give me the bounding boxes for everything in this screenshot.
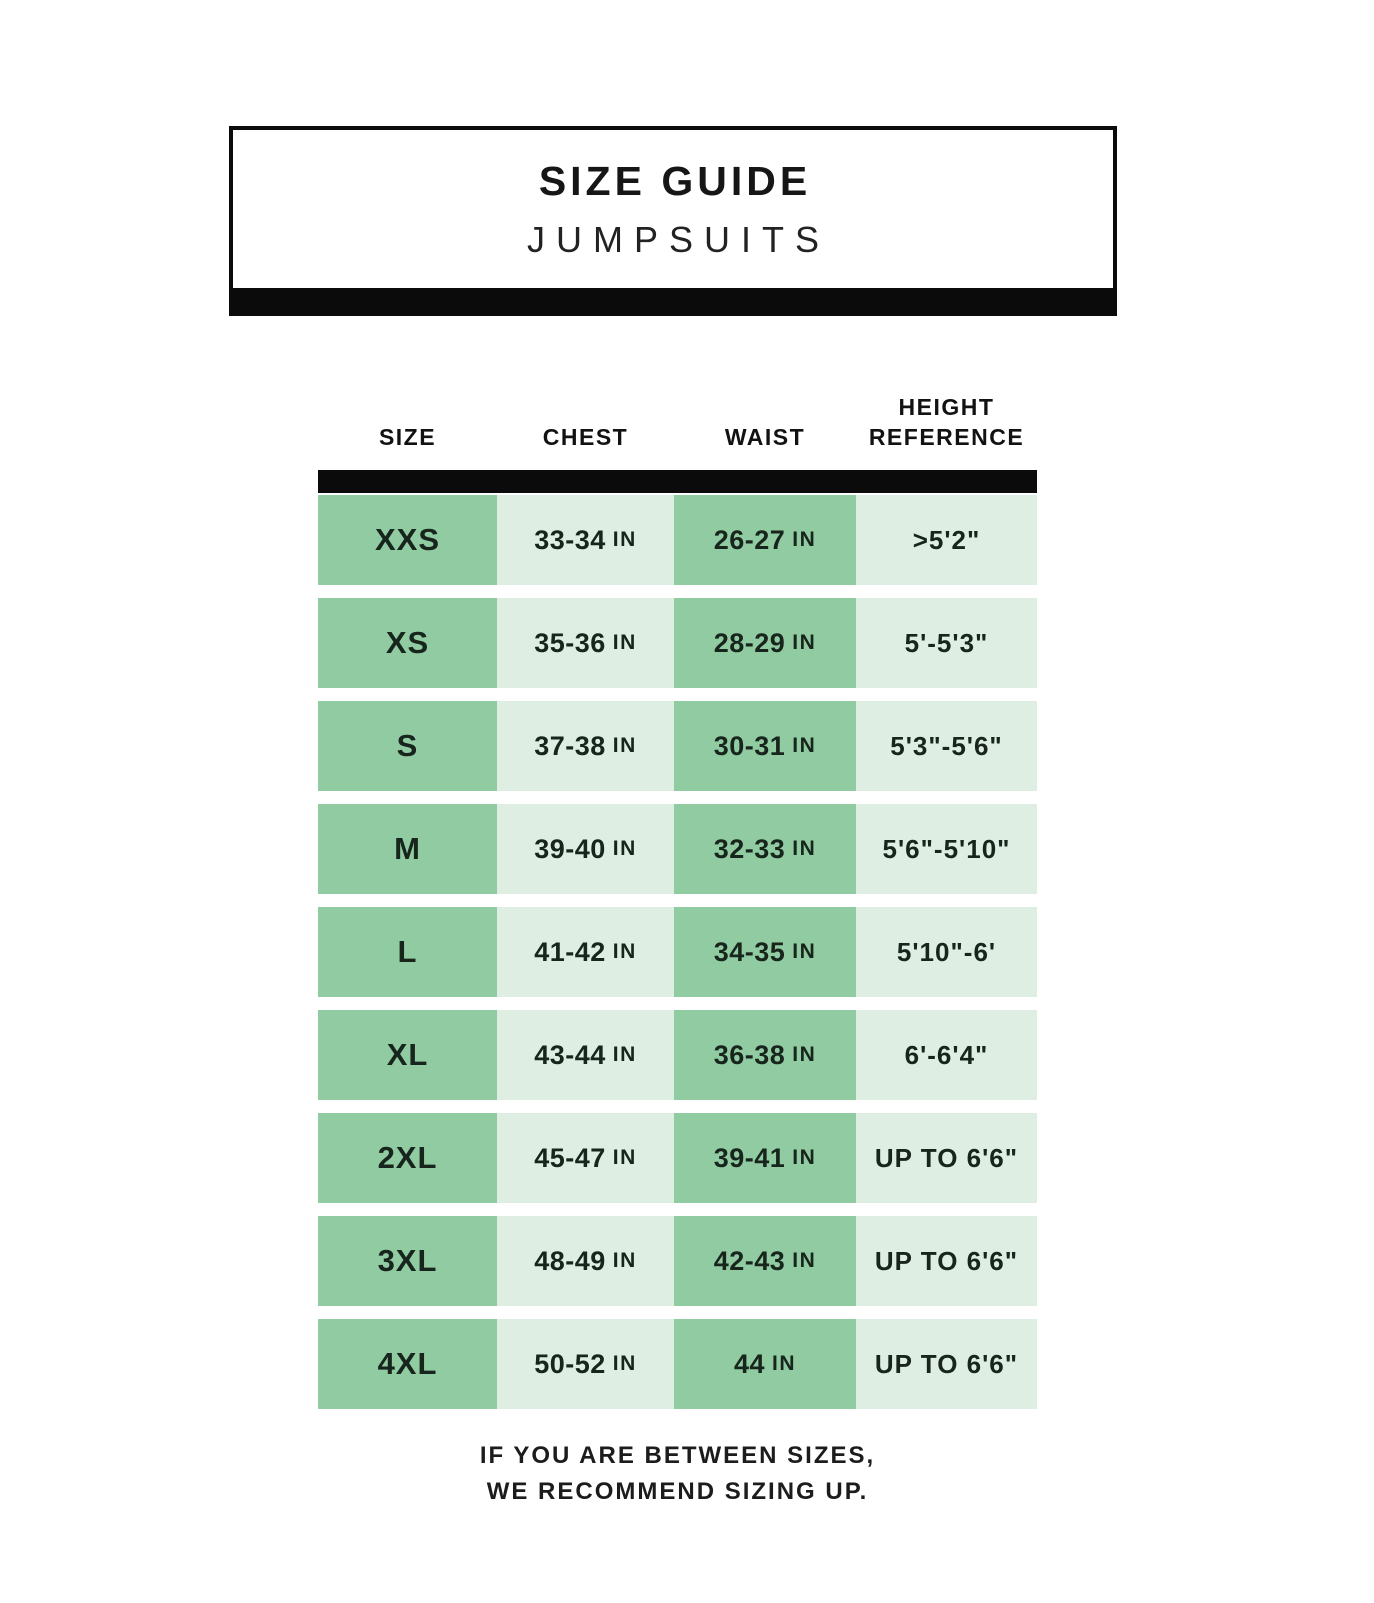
cell-waist: 32-33 IN [674, 804, 856, 894]
cell-chest: 33-34 IN [497, 495, 674, 585]
page-subtitle: JUMPSUITS [526, 218, 830, 260]
table-row: M 39-40 IN 32-33 IN 5'6"-5'10" [318, 804, 1037, 894]
header-divider-bar [318, 470, 1037, 493]
cell-chest: 37-38 IN [497, 701, 674, 791]
cell-waist: 42-43 IN [674, 1216, 856, 1306]
title-underline-bar [229, 292, 1117, 316]
cell-height-reference: UP TO 6'6" [856, 1113, 1037, 1203]
cell-size: 3XL [318, 1216, 497, 1306]
table-body: XXS 33-34 IN 26-27 IN >5'2" XS 35-36 IN 28-… [318, 495, 1037, 1409]
cell-size: XXS [318, 495, 497, 585]
cell-chest: 48-49 IN [497, 1216, 674, 1306]
cell-height-reference: 5'3"-5'6" [856, 701, 1037, 791]
table-header-row: SIZE CHEST WAIST HEIGHT REFERENCE [318, 390, 1037, 452]
column-header-height-reference: HEIGHT REFERENCE [868, 394, 1025, 450]
title-box: SIZE GUIDE JUMPSUITS [229, 126, 1117, 292]
cell-waist: 34-35 IN [674, 907, 856, 997]
cell-chest: 35-36 IN [497, 598, 674, 688]
cell-waist: 36-38 IN [674, 1010, 856, 1100]
footer-note-line-2: WE RECOMMEND SIZING UP. [486, 1478, 869, 1505]
column-header-waist: WAIST [724, 424, 806, 450]
cell-height-reference: UP TO 6'6" [856, 1319, 1037, 1409]
table-row: XL 43-44 IN 36-38 IN 6'-6'4" [318, 1010, 1037, 1100]
cell-waist: 44 IN [674, 1319, 856, 1409]
cell-size: XS [318, 598, 497, 688]
cell-size: M [318, 804, 497, 894]
cell-size: XL [318, 1010, 497, 1100]
cell-height-reference: 6'-6'4" [856, 1010, 1037, 1100]
cell-waist: 30-31 IN [674, 701, 856, 791]
page-title: SIZE GUIDE [538, 157, 812, 204]
cell-size: 4XL [318, 1319, 497, 1409]
cell-height-reference: UP TO 6'6" [856, 1216, 1037, 1306]
size-table: SIZE CHEST WAIST HEIGHT REFERENCE XXS 33… [318, 390, 1037, 1422]
table-row: S 37-38 IN 30-31 IN 5'3"-5'6" [318, 701, 1037, 791]
cell-chest: 39-40 IN [497, 804, 674, 894]
cell-waist: 26-27 IN [674, 495, 856, 585]
cell-chest: 45-47 IN [497, 1113, 674, 1203]
cell-chest: 50-52 IN [497, 1319, 674, 1409]
column-header-size: SIZE [378, 424, 437, 450]
table-row: 2XL 45-47 IN 39-41 IN UP TO 6'6" [318, 1113, 1037, 1203]
cell-size: L [318, 907, 497, 997]
cell-size: S [318, 701, 497, 791]
footer-note: IF YOU ARE BETWEEN SIZES, WE RECOMMEND S… [318, 1438, 1037, 1510]
cell-waist: 39-41 IN [674, 1113, 856, 1203]
cell-size: 2XL [318, 1113, 497, 1203]
table-row: XS 35-36 IN 28-29 IN 5'-5'3" [318, 598, 1037, 688]
cell-height-reference: >5'2" [856, 495, 1037, 585]
footer-note-line-1: IF YOU ARE BETWEEN SIZES, [479, 1442, 876, 1469]
table-row: 4XL 50-52 IN 44 IN UP TO 6'6" [318, 1319, 1037, 1409]
table-row: L 41-42 IN 34-35 IN 5'10"-6' [318, 907, 1037, 997]
table-row: XXS 33-34 IN 26-27 IN >5'2" [318, 495, 1037, 585]
cell-chest: 41-42 IN [497, 907, 674, 997]
table-row: 3XL 48-49 IN 42-43 IN UP TO 6'6" [318, 1216, 1037, 1306]
cell-chest: 43-44 IN [497, 1010, 674, 1100]
cell-height-reference: 5'10"-6' [856, 907, 1037, 997]
cell-height-reference: 5'-5'3" [856, 598, 1037, 688]
cell-waist: 28-29 IN [674, 598, 856, 688]
column-header-chest: CHEST [542, 424, 629, 450]
cell-height-reference: 5'6"-5'10" [856, 804, 1037, 894]
